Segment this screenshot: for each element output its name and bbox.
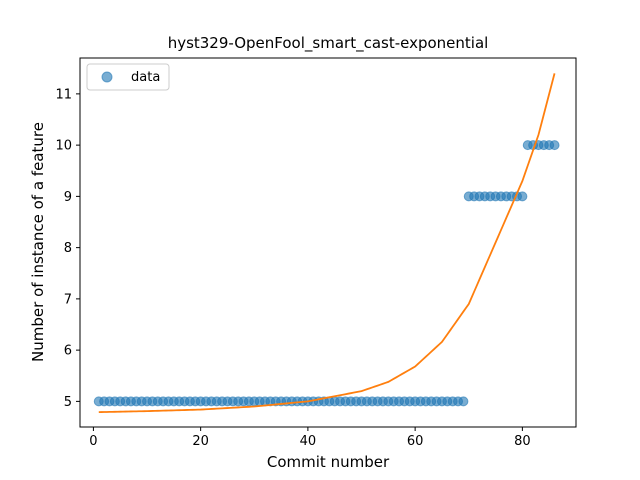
y-tick-label: 11 [55,87,72,102]
x-axis: 0 20 40 60 80 [89,427,531,449]
y-tick-label: 10 [55,139,72,154]
fit-line-series [98,73,556,414]
y-axis-title: Number of instance of a feature [29,122,47,362]
y-tick-label: 7 [64,292,72,307]
x-tick-label: 40 [300,434,317,449]
fit-line [98,73,556,414]
y-tick-label: 9 [64,190,72,205]
x-tick-label: 0 [89,434,97,449]
y-tick-label: 6 [64,344,72,359]
data-point [549,140,560,151]
y-axis: 5 6 7 8 9 10 11 [55,87,80,410]
x-tick-label: 80 [514,434,531,449]
chart-title: hyst329-OpenFool_smart_cast-exponential [168,34,489,53]
data-point [458,396,469,407]
plot-area [79,57,577,428]
legend: data [86,63,170,91]
legend-label-data: data [131,70,160,85]
x-tick-label: 60 [407,434,424,449]
x-axis-title: Commit number [267,453,390,471]
y-tick-label: 8 [64,241,72,256]
scatter-series [93,140,560,407]
x-tick-label: 20 [192,434,209,449]
legend-marker-data [101,71,113,83]
data-point [517,191,528,202]
y-tick-label: 5 [64,395,72,410]
legend-box [86,63,170,91]
